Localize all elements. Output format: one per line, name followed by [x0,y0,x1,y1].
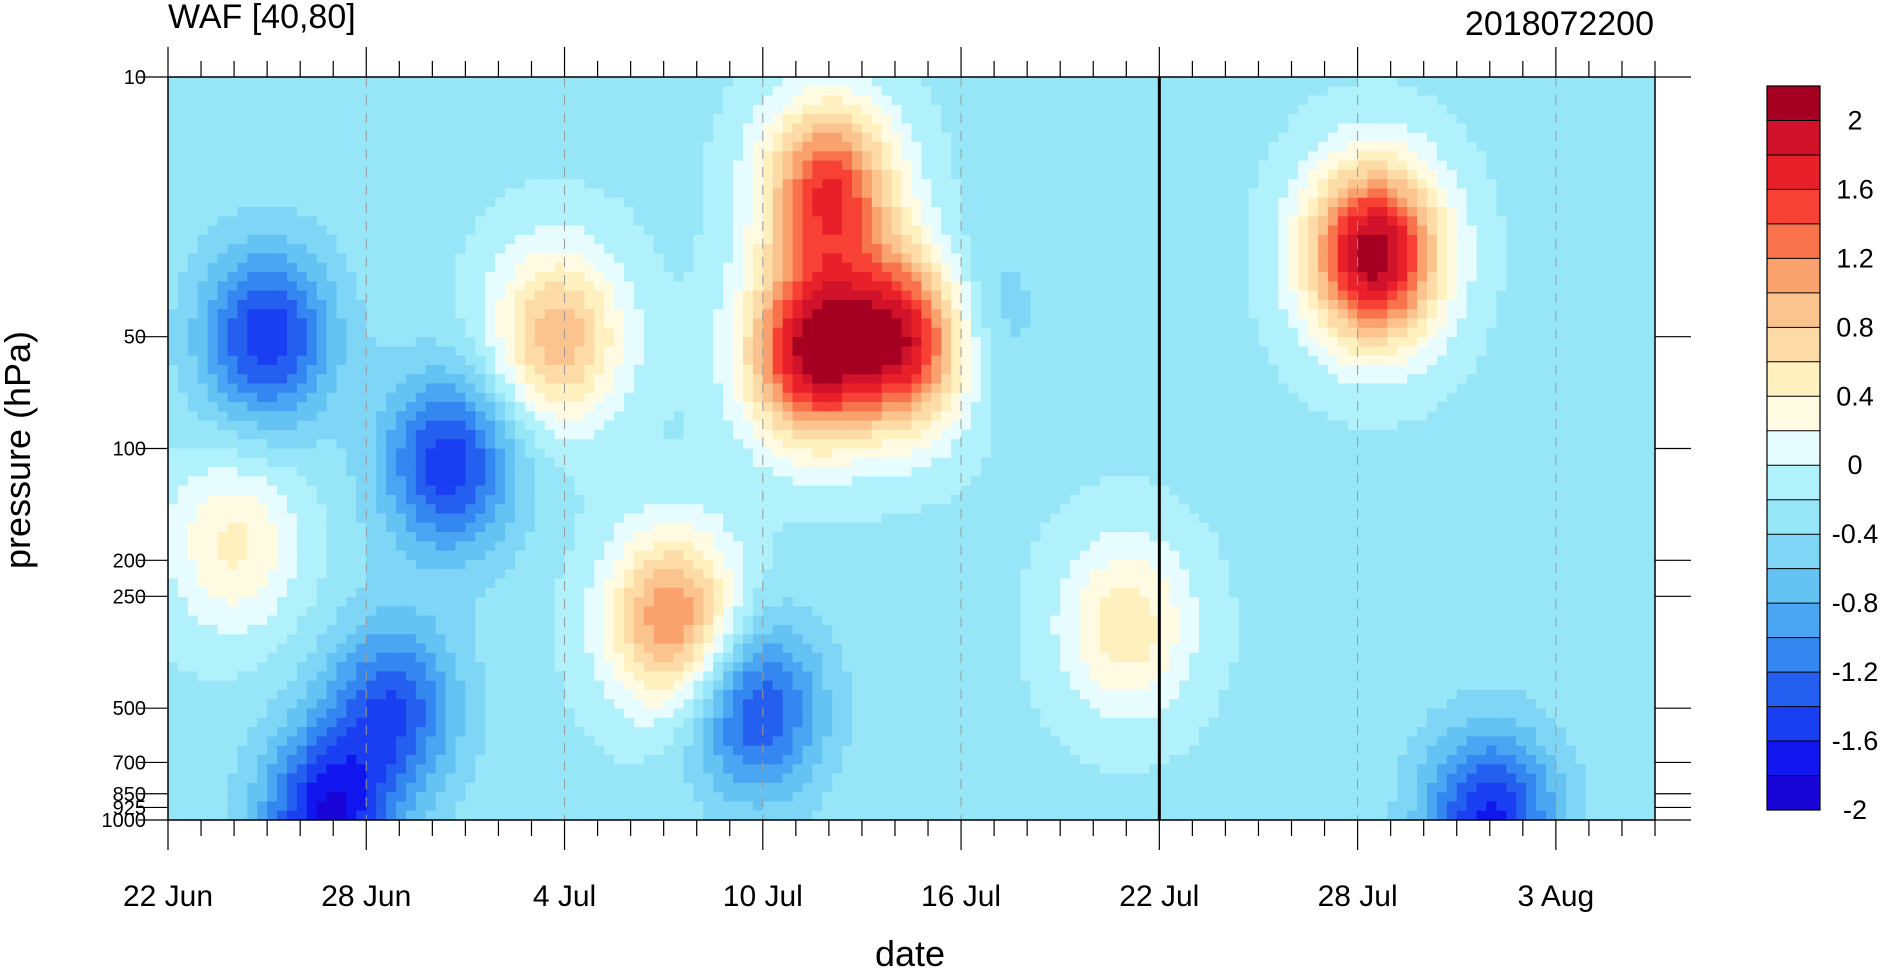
x-tick-label: 22 Jun [123,880,213,913]
plot-area [168,77,1655,820]
y-tick-label: 250 [113,586,146,608]
y-tick-label: 850 [113,784,146,806]
colorbar-swatch [1767,223,1820,259]
colorbar-border [1766,85,1821,811]
colorbar-swatch [1767,396,1820,432]
colorbar-swatch [1767,534,1820,570]
colorbar-swatch [1767,361,1820,397]
colorbar-swatch [1767,706,1820,742]
colorbar-swatch [1767,775,1820,811]
contour-field [168,77,1655,820]
colorbar-swatch [1767,603,1820,639]
y-tick-label: 200 [113,550,146,572]
y-tick-label: 100 [113,439,146,461]
axes: 22 Jun 28 Jun 4 Jul 10 Jul 16 Jul 22 Jul 28 Ju… [102,47,1691,913]
colorbar-swatch [1767,465,1820,501]
colorbar-label: -1.6 [1832,726,1879,756]
colorbar-label: -2 [1843,795,1867,825]
colorbar-label: 0.8 [1836,312,1874,342]
colorbar: 2 1.6 1.2 0.8 0.4 0 -0.4 -0.8 -1.2 -1.6 -2 [1766,85,1879,825]
x-tick-label: 16 Jul [921,880,1001,913]
x-tick-label: 22 Jul [1119,880,1199,913]
colorbar-swatch [1767,258,1820,294]
colorbar-label: -1.2 [1832,657,1879,687]
x-tick-label: 28 Jun [321,880,411,913]
colorbar-label: 0 [1847,450,1862,480]
colorbar-label: 0.4 [1836,381,1874,411]
colorbar-label: 1.6 [1836,174,1874,204]
colorbar-swatch [1767,327,1820,363]
x-axis-label: date [875,933,945,968]
colorbar-label: 1.2 [1836,243,1874,273]
x-tick-label: 3 Aug [1517,880,1594,913]
x-tick-label: 10 Jul [723,880,803,913]
colorbar-swatch [1767,637,1820,673]
colorbar-swatch [1767,672,1820,708]
colorbar-swatch [1767,189,1820,225]
colorbar-swatch [1767,568,1820,604]
colorbar-label: -0.4 [1832,519,1879,549]
y-tick-label: 500 [113,698,146,720]
colorbar-swatch [1767,499,1820,535]
colorbar-label: 2 [1847,105,1862,135]
y-tick-label: 10 [124,67,146,89]
colorbar-label: -0.8 [1832,588,1879,618]
colorbar-swatch [1767,741,1820,777]
colorbar-swatch [1767,430,1820,466]
colorbar-swatch [1767,120,1820,156]
chart-title: WAF [40,80] [168,0,356,36]
colorbar-swatch [1767,292,1820,328]
x-tick-label: 4 Jul [533,880,596,913]
y-tick-label: 1000 [102,810,147,832]
y-tick-label: 925 [113,797,146,819]
y-tick-label: 700 [113,752,146,774]
colorbar-swatch [1767,154,1820,190]
colorbar-swatch [1767,86,1820,121]
chart-subtitle-right: 2018072200 [1465,5,1654,43]
x-tick-label: 28 Jul [1318,880,1398,913]
y-axis-label: pressure (hPa) [0,331,38,569]
y-tick-label: 50 [124,327,146,349]
